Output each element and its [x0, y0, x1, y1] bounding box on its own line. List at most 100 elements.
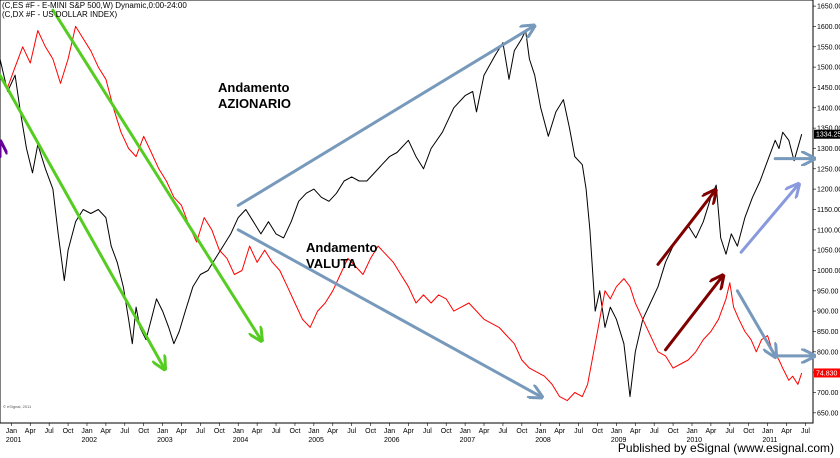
x-tick-label: Jan — [157, 428, 168, 435]
annotation-equity: Andamento AZIONARIO — [218, 80, 291, 112]
annotation-currency-line-2: VALUTA — [306, 256, 357, 271]
series-line-2 — [0, 25, 803, 402]
x-tick-label: Apr — [25, 428, 37, 435]
y-tick-label: 1300.00 — [817, 146, 840, 153]
last-value-tag — [814, 129, 840, 139]
last-value-tag — [814, 368, 840, 378]
x-tick-label: Jan — [6, 428, 17, 435]
x-tick-label: Jan — [81, 428, 92, 435]
y-tick-label: 900.00 — [817, 309, 839, 316]
x-tick-label: Jul — [725, 428, 734, 435]
x-tick-label: Oct — [138, 428, 149, 435]
y-tick-label: 1200.00 — [817, 187, 840, 194]
x-tick-label: Jul — [45, 428, 54, 435]
x-tick-label: Apr — [100, 428, 112, 435]
y-tick-label: 850.00 — [817, 329, 839, 336]
annotation-equity-line-1: Andamento — [218, 80, 290, 95]
chart-header-line-2: (C,DX #F - US DOLLAR INDEX) — [2, 10, 118, 19]
x-tick-label: Apr — [630, 428, 642, 435]
x-year-label: 2006 — [384, 437, 400, 444]
y-tick-label: 800.00 — [817, 349, 839, 356]
y-tick-label: 1600.00 — [817, 24, 840, 31]
x-year-label: 2004 — [233, 437, 249, 444]
x-tick-label: Apr — [403, 428, 415, 435]
y-tick-label: 1050.00 — [817, 248, 840, 255]
x-tick-label: Jan — [308, 428, 319, 435]
last-value-label: 74.830 — [816, 370, 838, 377]
x-tick-label: Apr — [554, 428, 566, 435]
y-tick-label: 950.00 — [817, 288, 839, 295]
y-axis: 650.00700.00750.00800.00850.00900.00950.… — [813, 4, 840, 417]
x-tick-label: Oct — [214, 428, 225, 435]
y-tick-label: 1400.00 — [817, 105, 840, 112]
x-tick-label: Jul — [574, 428, 583, 435]
y-tick-label: 1350.00 — [817, 126, 840, 133]
x-tick-label: Oct — [441, 428, 452, 435]
annotation-currency-line-1: Andamento — [306, 240, 378, 255]
x-tick-label: Jul — [801, 428, 810, 435]
x-tick-label: Jul — [650, 428, 659, 435]
x-year-label: 2008 — [535, 437, 551, 444]
y-tick-label: 1550.00 — [817, 44, 840, 51]
x-tick-label: Oct — [365, 428, 376, 435]
y-tick-label: 650.00 — [817, 410, 839, 417]
x-tick-label: Jul — [347, 428, 356, 435]
x-tick-label: Oct — [592, 428, 603, 435]
trend-arrow — [51, 8, 261, 339]
x-tick-label: Jan — [459, 428, 470, 435]
y-tick-label: 1000.00 — [817, 268, 840, 275]
plot-area — [0, 0, 814, 424]
x-year-label: 2003 — [157, 437, 173, 444]
x-year-label: 2002 — [81, 437, 97, 444]
x-year-label: 2007 — [460, 437, 476, 444]
x-year-label: 2010 — [686, 437, 702, 444]
annotation-currency: Andamento VALUTA — [306, 240, 378, 272]
x-tick-label: Jan — [686, 428, 697, 435]
x-tick-label: Oct — [743, 428, 754, 435]
y-tick-label: 1650.00 — [817, 4, 840, 11]
x-tick-label: Oct — [516, 428, 527, 435]
publisher-footer: Published by eSignal (www.esignal.com) — [617, 441, 834, 455]
chart-header-line-1: (C,ES #F - E-MINI S&P 500,W) Dynamic,0:0… — [2, 1, 187, 10]
x-tick-label: Jul — [120, 428, 129, 435]
x-tick-label: Oct — [290, 428, 301, 435]
x-year-label: 2001 — [6, 437, 22, 444]
x-year-label: 2005 — [308, 437, 324, 444]
x-tick-label: Jan — [611, 428, 622, 435]
x-tick-label: Jan — [384, 428, 395, 435]
y-tick-label: 1450.00 — [817, 85, 840, 92]
trend-arrow — [236, 26, 533, 207]
last-value-label: 1334.25 — [816, 132, 840, 139]
annotation-equity-line-2: AZIONARIO — [218, 96, 291, 111]
y-tick-label: 1150.00 — [817, 207, 840, 214]
x-tick-label: Jan — [535, 428, 546, 435]
x-tick-label: Jan — [762, 428, 773, 435]
y-tick-label: 1250.00 — [817, 166, 840, 173]
trend-arrow — [664, 277, 723, 352]
x-tick-label: Apr — [781, 428, 793, 435]
watermark: © eSignal, 2011 — [3, 404, 32, 409]
x-tick-label: Jul — [498, 428, 507, 435]
y-tick-label: 1100.00 — [817, 227, 840, 234]
x-year-label: 2011 — [762, 437, 777, 444]
plot-frame — [0, 0, 814, 424]
trend-arrow — [735, 289, 775, 356]
x-tick-label: Apr — [176, 428, 188, 435]
x-tick-label: Apr — [252, 428, 264, 435]
y-tick-label: 700.00 — [817, 390, 839, 397]
x-tick-label: Apr — [479, 428, 491, 435]
trend-arrow — [236, 228, 541, 397]
trend-arrow — [739, 185, 798, 254]
x-tick-label: Apr — [327, 428, 339, 435]
x-tick-label: Jul — [196, 428, 205, 435]
x-tick-label: Jan — [233, 428, 244, 435]
arrow-layer — [0, 8, 813, 397]
y-tick-label: 1500.00 — [817, 65, 840, 72]
x-tick-label: Oct — [63, 428, 74, 435]
x-year-label: 2009 — [611, 437, 627, 444]
x-tick-label: Jul — [423, 428, 432, 435]
x-tick-label: Oct — [668, 428, 679, 435]
trend-arrow — [0, 73, 164, 368]
x-axis: Jan Apr Jul Oct Jan Apr Jul Oct Jan Apr Jul Oct Jan A… — [6, 423, 810, 444]
